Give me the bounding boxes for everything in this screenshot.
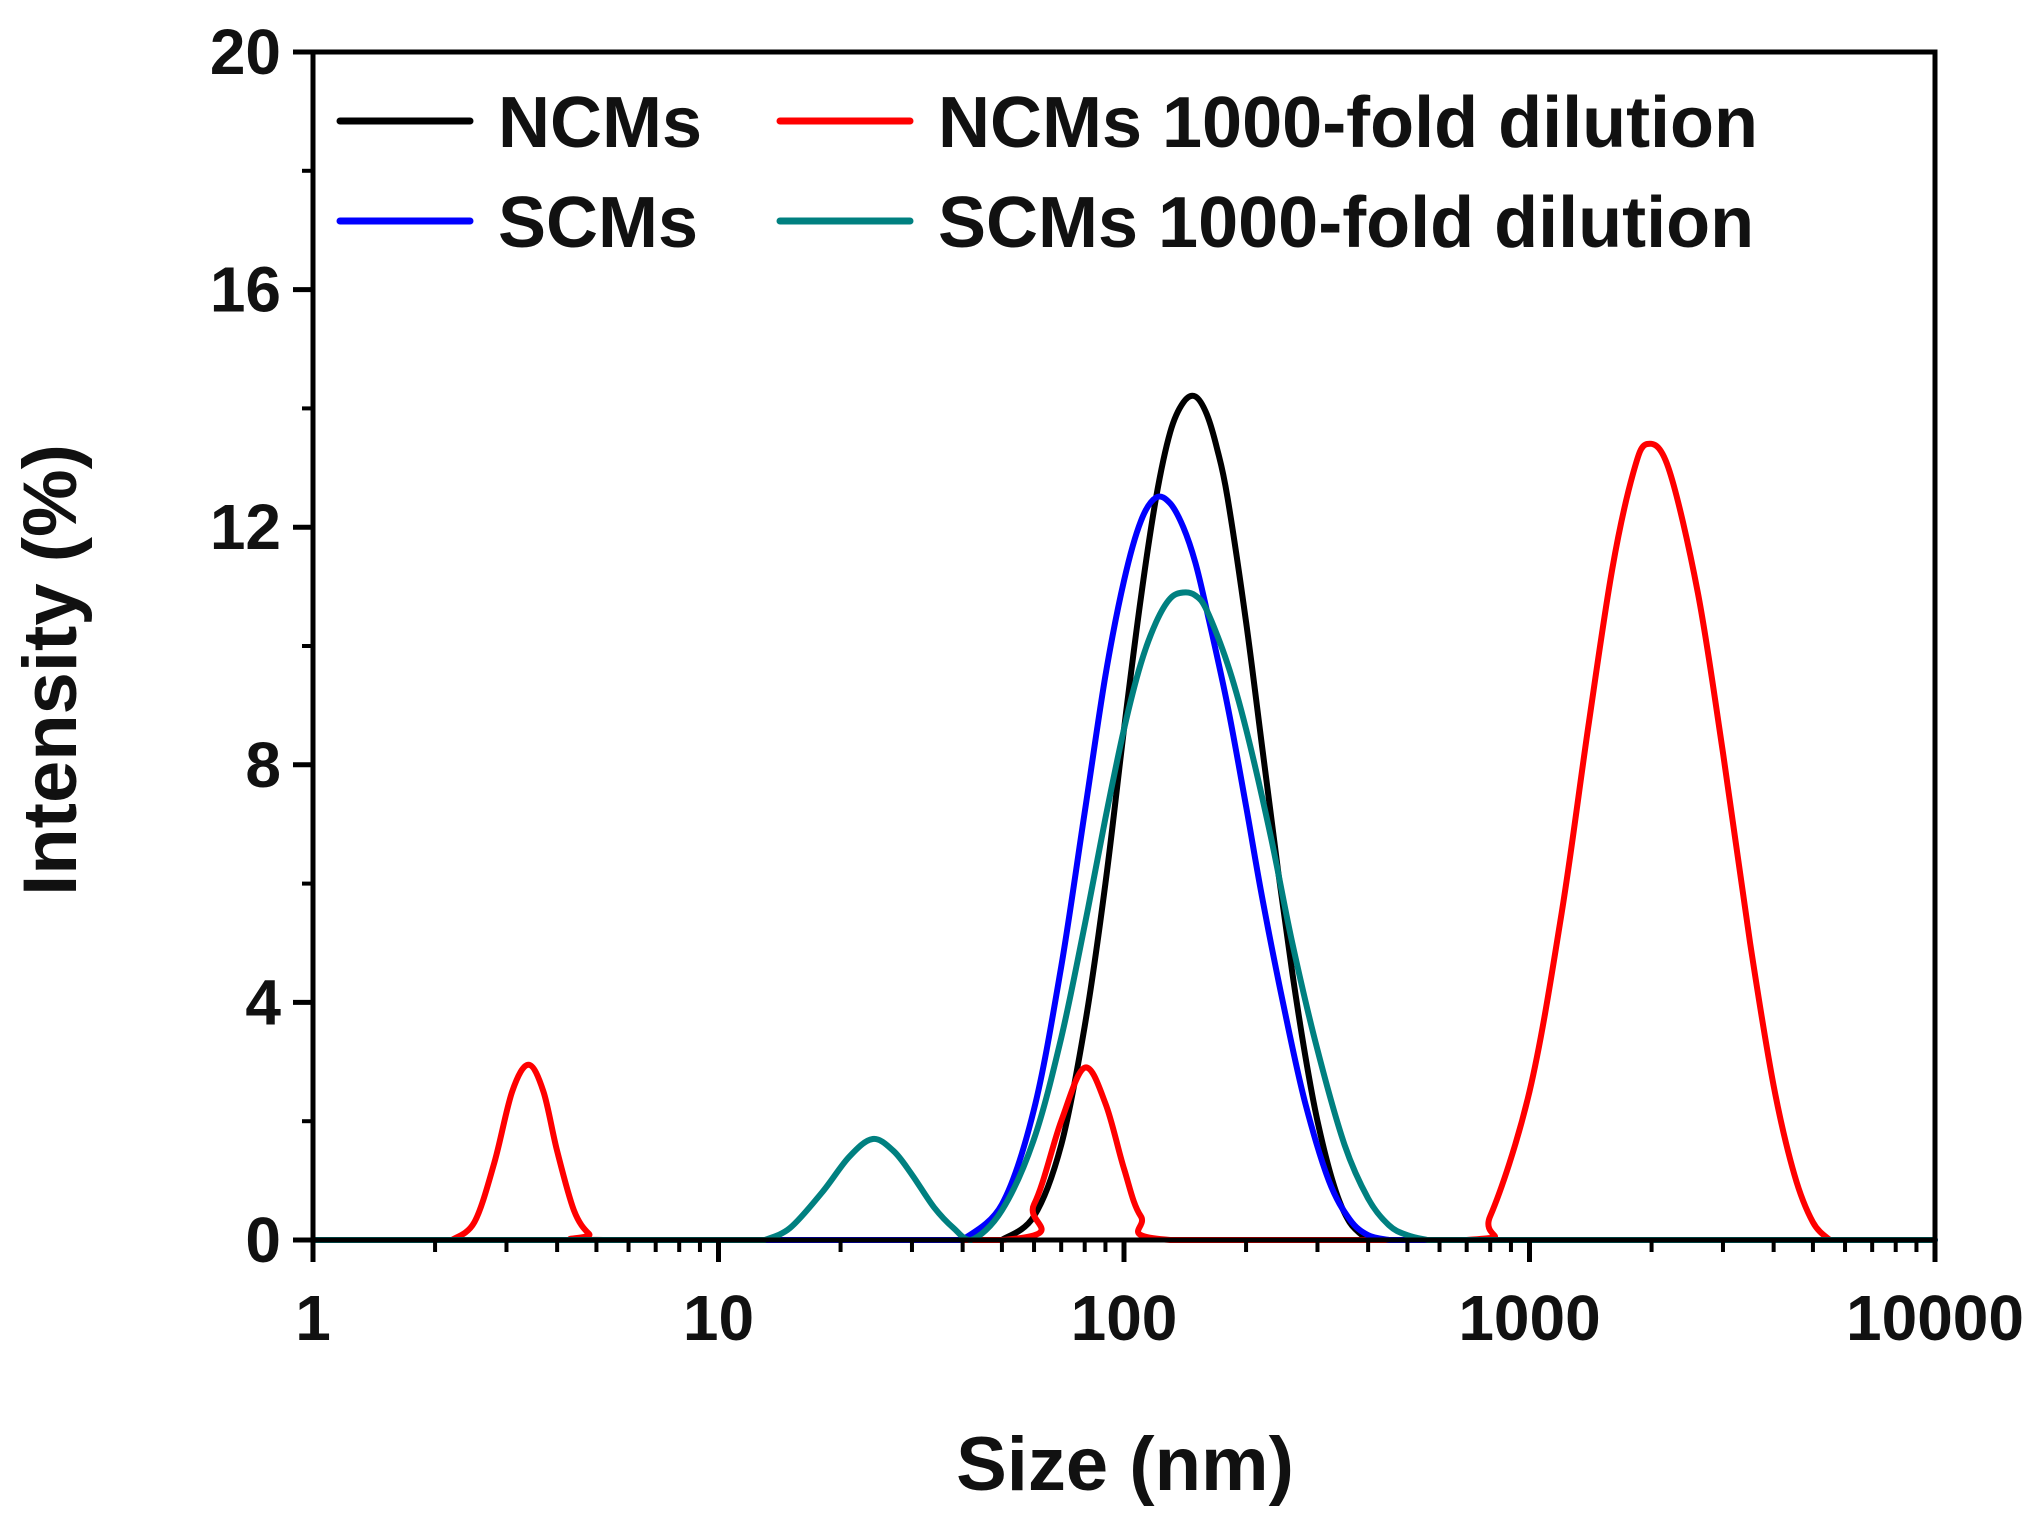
legend-label-4: SCMs 1000-fold dilution	[938, 183, 1754, 263]
legend-label-3: SCMs	[498, 183, 698, 263]
x-tick-label: 10	[683, 1282, 754, 1354]
axes-layer: 0 4 8 12 16 20 1 10 100 1000 10000	[210, 16, 2024, 1354]
y-tick-label: 20	[210, 16, 281, 88]
legend: NCMs NCMs 1000-fold dilution SCMs SCMs 1000…	[336, 83, 1758, 263]
x-tick-label: 1000	[1458, 1282, 1600, 1354]
y-tick-label: 16	[210, 254, 281, 326]
series-line-1	[310, 392, 1938, 1243]
series-line-4	[310, 589, 1938, 1243]
legend-label-1: NCMs	[498, 83, 702, 163]
y-axis-title: Intensity (%)	[8, 444, 93, 896]
x-axis-title: Size (nm)	[956, 1422, 1294, 1507]
legend-label-2: NCMs 1000-fold dilution	[938, 83, 1758, 163]
x-tick-label: 10000	[1846, 1282, 2024, 1354]
series-line-3	[310, 493, 1938, 1243]
x-tick-label: 100	[1071, 1282, 1178, 1354]
y-tick-label: 4	[245, 966, 281, 1038]
y-tick-label: 8	[245, 729, 281, 801]
x-tick-label: 1	[295, 1282, 331, 1354]
y-tick-label: 12	[210, 491, 281, 563]
y-tick-label: 0	[245, 1204, 281, 1276]
